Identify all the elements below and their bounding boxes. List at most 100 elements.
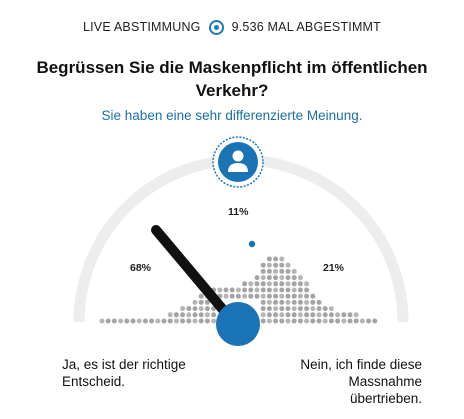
answer-yes-line1: Ja, es ist der richtige: [62, 357, 186, 372]
vote-dot: [229, 287, 235, 293]
vote-dot: [273, 275, 279, 281]
vote-dot: [322, 318, 328, 324]
vote-dot: [192, 299, 198, 305]
vote-dot: [173, 312, 179, 318]
vote-dot: [291, 268, 297, 274]
vote-distribution-dots: [99, 256, 378, 324]
poll-feedback: Sie haben eine sehr differenzierte Meinu…: [101, 108, 363, 123]
vote-dot: [248, 287, 254, 293]
vote-dot: [304, 312, 310, 318]
position-marker: [248, 240, 256, 248]
vote-dot: [279, 312, 285, 318]
vote-dot: [285, 287, 291, 293]
vote-dot: [242, 281, 248, 287]
vote-dot: [118, 318, 124, 324]
gauge-needle[interactable]: [151, 225, 235, 323]
vote-dot: [291, 312, 297, 318]
vote-dot: [310, 312, 316, 318]
vote-dot: [266, 312, 272, 318]
vote-dot: [372, 318, 378, 324]
vote-dot: [273, 256, 279, 262]
vote-dot: [279, 318, 285, 324]
vote-dot: [279, 306, 285, 312]
vote-dot: [198, 306, 204, 312]
vote-dot: [285, 312, 291, 318]
vote-dot: [266, 268, 272, 274]
vote-dot: [297, 299, 303, 305]
vote-dot: [279, 268, 285, 274]
vote-dot: [273, 306, 279, 312]
vote-dot: [260, 275, 266, 281]
answer-no-line3: übertrieben.: [349, 391, 422, 406]
vote-dot: [279, 275, 285, 281]
vote-dot: [180, 318, 186, 324]
vote-dot: [285, 262, 291, 268]
vote-dot: [297, 287, 303, 293]
vote-dot: [291, 287, 297, 293]
vote-dot: [242, 293, 248, 299]
vote-dot: [304, 306, 310, 312]
right-percent: 21%: [323, 262, 345, 274]
vote-dot: [273, 299, 279, 305]
vote-dot: [304, 293, 310, 299]
vote-dot: [235, 287, 241, 293]
vote-dot: [204, 318, 210, 324]
vote-dot: [192, 318, 198, 324]
vote-dot: [310, 318, 316, 324]
poll-question: Begrüssen Sie die Maskenpflicht im öffen…: [36, 58, 428, 100]
vote-dot: [291, 281, 297, 287]
vote-dot: [297, 318, 303, 324]
vote-dot: [242, 287, 248, 293]
vote-dot: [273, 312, 279, 318]
vote-dot: [186, 318, 192, 324]
vote-dot: [316, 306, 322, 312]
vote-dot: [304, 287, 310, 293]
vote-dot: [211, 318, 217, 324]
vote-dot: [254, 281, 260, 287]
vote-dot: [260, 268, 266, 274]
vote-dot: [180, 306, 186, 312]
gauge-hub[interactable]: [216, 302, 260, 346]
vote-dot: [266, 256, 272, 262]
vote-dot: [260, 281, 266, 287]
vote-dot: [297, 293, 303, 299]
vote-dot: [328, 312, 334, 318]
vote-dot: [322, 306, 328, 312]
user-icon: [212, 136, 264, 188]
vote-dot: [260, 306, 266, 312]
vote-dot: [260, 312, 266, 318]
vote-dot: [341, 318, 347, 324]
live-label: LIVE ABSTIMMUNG: [82, 20, 201, 34]
vote-dot: [124, 318, 130, 324]
vote-dot: [130, 318, 136, 324]
vote-dot: [254, 293, 260, 299]
vote-dot: [186, 312, 192, 318]
vote-dot: [248, 293, 254, 299]
vote-dot: [155, 318, 161, 324]
answer-no[interactable]: Nein, ich finde diese Massnahme übertrie…: [262, 356, 422, 407]
vote-dot: [211, 312, 217, 318]
vote-dot: [254, 275, 260, 281]
vote-dot: [291, 275, 297, 281]
vote-dot: [223, 287, 229, 293]
vote-dot: [310, 299, 316, 305]
middle-percent: 11%: [228, 206, 249, 218]
vote-dot: [316, 312, 322, 318]
vote-dot: [167, 318, 173, 324]
radio-dot-icon: [208, 19, 224, 35]
answer-no-line2: Massnahme: [348, 374, 422, 389]
vote-dot: [291, 306, 297, 312]
vote-dot: [328, 318, 334, 324]
vote-dot: [192, 312, 198, 318]
vote-dot: [198, 312, 204, 318]
vote-dot: [304, 299, 310, 305]
vote-dot: [204, 299, 210, 305]
vote-dot: [99, 318, 105, 324]
vote-dot: [142, 318, 148, 324]
vote-dot: [316, 299, 322, 305]
answer-yes[interactable]: Ja, es ist der richtige Entscheid.: [62, 356, 222, 390]
vote-dot: [353, 312, 359, 318]
vote-dot: [279, 299, 285, 305]
vote-dot: [316, 318, 322, 324]
